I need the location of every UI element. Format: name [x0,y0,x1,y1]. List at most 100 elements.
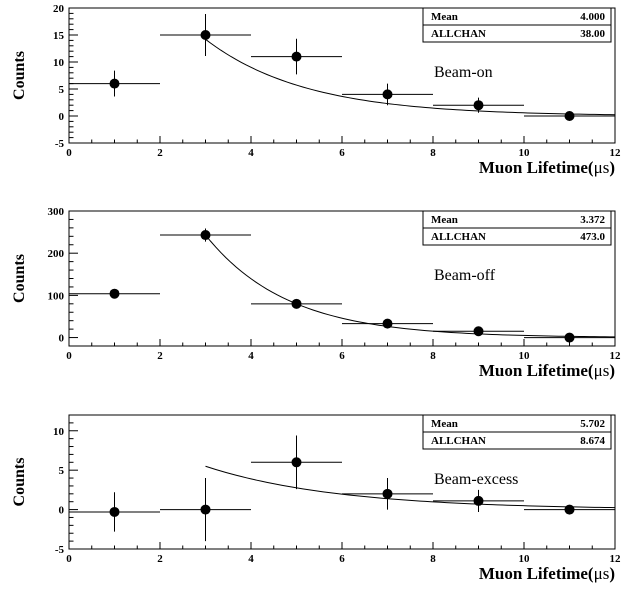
panel-2: 0 2 4 6 8 10 12 0 100 200 300 Counts Muon Lifetime(μ… [11,206,621,380]
x-tick-label: 0 [66,553,72,565]
x-tick-label: 4 [248,350,254,362]
y-tick-label: 200 [48,248,65,260]
x-tick-label: 8 [430,350,436,362]
x-tick-label: 6 [339,147,345,159]
x-axis-label-close: ) [609,158,615,177]
x-axis-label: Muon Lifetime(μs) [479,361,615,380]
stat-name: Mean [431,214,458,226]
x-tick-label: 10 [519,350,531,362]
y-tick-label: 5 [59,84,65,96]
data-marker [291,457,302,468]
data-point [524,111,615,121]
data-marker [564,504,575,515]
y-tick-label: 15 [53,30,65,42]
x-tick-label: 2 [157,147,163,159]
fit-curve [205,465,616,509]
y-tick-label: 20 [53,3,65,15]
x-tick-label: 2 [157,553,163,565]
stat-name: ALLCHAN [431,231,486,243]
y-tick-label: 0 [59,111,65,123]
y-tick-label: 10 [53,426,65,438]
stat-value: 3.372 [580,214,605,226]
x-tick-label: 12 [610,350,622,362]
stat-value: 38.00 [580,28,605,40]
x-tick-label: 4 [248,147,254,159]
y-tick-label: -5 [55,138,65,150]
data-marker [109,506,120,517]
stat-name: Mean [431,11,458,23]
data-point [342,318,433,329]
stats-box: Mean 5.702 ALLCHAN 8.674 [422,414,612,450]
y-tick-label: 300 [48,206,65,218]
y-tick-label: 100 [48,290,65,302]
x-tick-label: 2 [157,350,163,362]
x-axis-label: Muon Lifetime(μs) [479,158,615,177]
data-point [251,298,342,309]
data-marker [200,30,211,40]
data-marker [564,111,575,121]
data-point [524,504,615,515]
y-tick-label: 10 [53,57,65,69]
data-marker [200,504,211,515]
x-tick-label: 10 [519,553,531,565]
x-tick-label: 12 [610,553,622,565]
data-marker [109,288,120,299]
data-point [342,83,433,106]
x-tick-label: 0 [66,350,72,362]
x-axis-label-main: Muon Lifetime( [479,158,594,177]
y-axis-label: Counts [11,51,28,100]
x-tick-label: 0 [66,147,72,159]
stats-box: Mean 3.372 ALLCHAN 473.0 [422,210,612,246]
data-point [160,228,251,242]
x-axis-label-unit: μs [594,361,610,380]
data-point [524,332,615,343]
data-point [69,492,160,532]
stats-box: Mean 4.000 ALLCHAN 38.00 [422,7,612,43]
stat-name: ALLCHAN [431,435,486,447]
stat-value: 5.702 [580,418,605,430]
x-axis-label-unit: μs [594,158,610,177]
panel-label: Beam-on [434,64,493,81]
x-axis-label: Muon Lifetime(μs) [479,564,615,583]
stat-name: ALLCHAN [431,28,486,40]
x-axis-label-main: Muon Lifetime( [479,361,594,380]
data-point [251,38,342,75]
x-tick-label: 6 [339,553,345,565]
x-tick-label: 12 [610,147,622,159]
data-marker [473,100,484,111]
data-marker [200,230,211,241]
data-marker [291,51,302,62]
data-marker [109,78,120,89]
x-tick-label: 6 [339,350,345,362]
y-tick-label: 0 [59,333,65,345]
data-point [69,70,160,97]
stat-value: 4.000 [580,11,605,23]
stat-value: 8.674 [580,435,605,447]
x-tick-label: 8 [430,553,436,565]
x-tick-label: 4 [248,553,254,565]
data-point [342,478,433,510]
y-tick-label: -5 [55,544,65,556]
data-marker [564,332,575,343]
x-axis-label-unit: μs [594,564,610,583]
data-point [160,478,251,542]
y-axis-label: Counts [11,458,28,507]
x-tick-label: 10 [519,147,531,159]
panel-label: Beam-excess [434,471,518,488]
data-point [160,13,251,57]
panel-label: Beam-off [434,267,496,284]
data-marker [473,495,484,506]
y-tick-label: 5 [59,465,65,477]
y-axis-label: Counts [11,254,28,303]
data-point [433,97,524,113]
stat-value: 473.0 [580,231,605,243]
fit-curve [205,234,616,338]
x-tick-label: 8 [430,147,436,159]
fit-curve [205,38,616,116]
stat-name: Mean [431,418,458,430]
data-point [433,489,524,512]
data-marker [382,488,393,499]
